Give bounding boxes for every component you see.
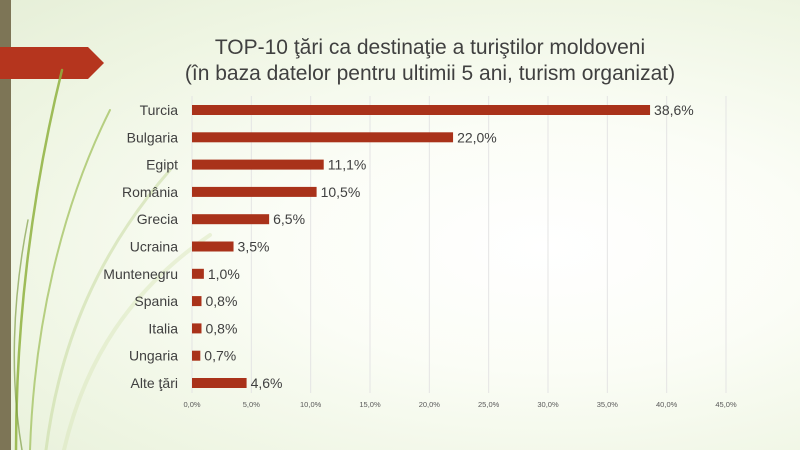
value-label: 10,5% xyxy=(321,184,361,200)
category-label: Spania xyxy=(134,293,178,309)
chart-subtitle: (în baza datelor pentru ultimii 5 ani, t… xyxy=(184,62,676,85)
x-tick-label: 35,0% xyxy=(597,400,619,409)
bar xyxy=(192,105,651,115)
category-label: România xyxy=(122,184,178,200)
category-label: Egipt xyxy=(146,157,178,173)
title-ribbon xyxy=(0,47,104,79)
category-label: Italia xyxy=(148,320,178,336)
x-tick-label: 30,0% xyxy=(537,400,559,409)
bar xyxy=(192,186,317,197)
x-tick-label: 10,0% xyxy=(300,400,322,409)
category-label: Bulgaria xyxy=(127,129,179,145)
category-label: Turcia xyxy=(140,102,179,118)
value-label: 11,1% xyxy=(328,157,367,173)
x-tick-label: 25,0% xyxy=(478,400,500,409)
category-label: Ungaria xyxy=(129,348,178,364)
bar xyxy=(192,132,454,143)
decorative-swooshes xyxy=(13,68,212,450)
bar xyxy=(192,323,202,334)
value-label: 4,6% xyxy=(251,375,283,391)
bar xyxy=(192,350,201,361)
bar xyxy=(192,214,270,225)
category-label: Ucraina xyxy=(130,239,178,255)
value-label: 0,7% xyxy=(204,348,236,364)
gridlines xyxy=(191,96,727,393)
x-tick-label: 15,0% xyxy=(359,400,381,409)
category-labels: Turcia Bulgaria Egipt România Grecia Ucraina M… xyxy=(103,102,178,391)
category-label: Alte ţări xyxy=(131,375,178,391)
x-tick-label: 20,0% xyxy=(419,400,441,409)
x-axis-tick-labels: 0,0% 5,0% 10,0% 15,0% 20,0% 25,0% 30,0% 35,0% 40… xyxy=(183,400,737,409)
value-label: 0,8% xyxy=(205,293,237,309)
x-tick-label: 5,0% xyxy=(243,400,260,409)
value-label: 1,0% xyxy=(208,266,240,282)
chart-title: TOP-10 ţări ca destinaţie a turiştilor m… xyxy=(214,36,646,59)
x-tick-label: 0,0% xyxy=(183,400,200,409)
value-label: 38,6% xyxy=(654,102,694,118)
bar xyxy=(192,241,234,252)
value-labels: 38,6% 22,0% 11,1% 10,5% 6,5%3,5% 1,0% 0,8% 0,8%… xyxy=(204,102,693,391)
bars xyxy=(192,105,651,388)
value-label: 0,8% xyxy=(205,320,237,336)
bar xyxy=(192,159,324,170)
value-label: 22,0% xyxy=(457,129,497,145)
bar xyxy=(192,378,247,388)
side-strip xyxy=(0,0,11,450)
bar xyxy=(192,268,204,279)
value-label: 3,5% xyxy=(238,239,270,255)
category-label: Grecia xyxy=(137,211,178,227)
x-tick-label: 40,0% xyxy=(656,400,678,409)
category-label: Muntenegru xyxy=(103,266,178,282)
value-label: 6,5% xyxy=(273,211,305,227)
bar xyxy=(192,296,202,307)
x-tick-label: 45,0% xyxy=(715,400,737,409)
